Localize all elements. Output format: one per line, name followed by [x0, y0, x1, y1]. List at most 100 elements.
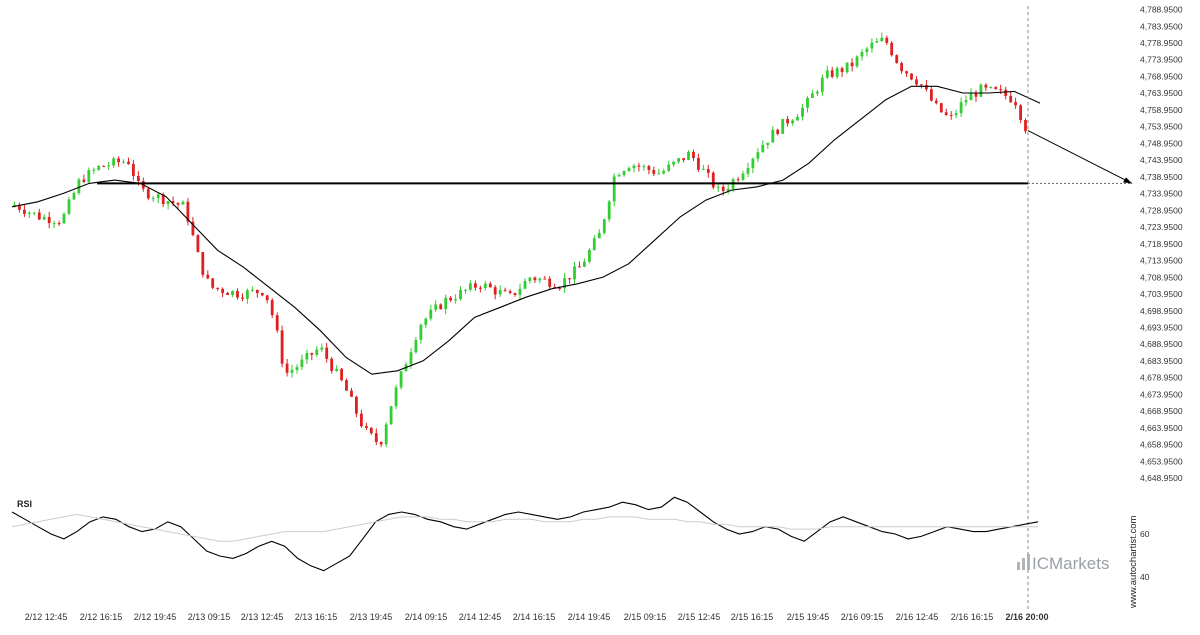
candle-body: [161, 194, 165, 204]
candle-body: [52, 223, 56, 225]
candle-body: [830, 70, 834, 77]
candle-body: [706, 169, 710, 173]
candle-body: [677, 158, 680, 162]
candle-body: [459, 290, 462, 300]
candle-body: [999, 89, 1003, 91]
candle-body: [657, 173, 661, 175]
candle-body: [176, 202, 180, 205]
candle-body: [588, 250, 591, 262]
x-tick-label: 2/15 19:45: [787, 612, 830, 622]
candle-body: [989, 87, 993, 88]
candle-body: [137, 176, 140, 181]
y-tick-label: 4,648.9500: [1140, 473, 1183, 483]
candle-body: [816, 91, 819, 94]
candle-body: [860, 52, 864, 57]
candle-body: [77, 179, 81, 194]
candle-body: [488, 283, 492, 288]
candle-body: [508, 291, 512, 293]
candle-body: [320, 347, 324, 350]
candle-body: [122, 161, 125, 163]
candle-body: [592, 238, 596, 250]
candle-body: [672, 161, 675, 165]
rsi-smooth-line: [11, 513, 1038, 542]
x-tick-label: 2/15 12:45: [678, 612, 721, 622]
autochartist-credit: www.autochartist.com: [1128, 516, 1139, 609]
x-tick-label: 2/13 16:15: [295, 612, 338, 622]
candle-body: [954, 113, 958, 116]
candle-body: [959, 102, 963, 114]
candle-body: [191, 221, 195, 236]
candle-body: [870, 42, 874, 49]
y-tick-label: 4,658.9500: [1140, 440, 1183, 450]
candle-body: [910, 73, 913, 80]
candle-body: [102, 165, 106, 167]
candle-body: [602, 219, 606, 233]
y-tick-label: 4,713.9500: [1140, 256, 1183, 266]
candle-body: [716, 186, 720, 188]
candle-body: [27, 212, 31, 214]
candle-body: [434, 304, 438, 310]
candle-body: [597, 232, 601, 239]
candle-body: [18, 204, 21, 210]
candle-body: [236, 290, 239, 298]
y-tick-label: 4,758.9500: [1140, 105, 1183, 115]
x-tick-label: 2/16 16:15: [951, 612, 994, 622]
candle-body: [330, 358, 334, 371]
candle-body: [226, 292, 229, 295]
candle-body: [221, 289, 224, 293]
candle-body: [87, 170, 91, 182]
candle-body: [1024, 120, 1027, 132]
candle-body: [726, 188, 730, 192]
y-tick-label: 4,783.9500: [1140, 21, 1183, 31]
candle-body: [295, 367, 299, 370]
forecast-arrow: [1027, 130, 1133, 184]
candle-body: [553, 286, 557, 288]
y-tick-label: 4,683.9500: [1140, 356, 1183, 366]
candle-body: [201, 252, 205, 275]
candle-body: [270, 300, 274, 316]
x-tick-label: 2/15 16:15: [731, 612, 774, 622]
candle-body: [394, 387, 398, 407]
y-tick-label: 4,778.9500: [1140, 38, 1183, 48]
x-axis-ticks: 2/12 12:45 2/12 16:15 2/12 19:45 2/13 09:15…: [25, 612, 1049, 622]
candle-body: [558, 288, 561, 289]
candle-body: [444, 297, 448, 309]
candle-body: [464, 289, 467, 291]
y-tick-label: 4,753.9500: [1140, 122, 1183, 132]
candle-body: [617, 175, 621, 177]
candlesticks: [13, 32, 1027, 448]
candle-body: [246, 290, 249, 299]
rsi-tick-60: 60: [1140, 529, 1150, 539]
candle-body: [905, 71, 908, 74]
candle-body: [241, 297, 244, 299]
rsi-line: [11, 496, 1039, 572]
candle-body: [498, 290, 502, 295]
y-tick-label: 4,723.9500: [1140, 222, 1183, 232]
candle-body: [994, 87, 998, 90]
y-tick-label: 4,663.9500: [1140, 423, 1183, 433]
candle-body: [483, 283, 487, 288]
candle-body: [647, 166, 651, 170]
candle-body: [771, 129, 775, 143]
candle-body: [275, 315, 279, 331]
candle-body: [251, 289, 254, 291]
candle-body: [196, 235, 200, 253]
candle-body: [711, 172, 715, 188]
y-tick-label: 4,708.9500: [1140, 272, 1183, 282]
x-tick-label: 2/15 09:15: [624, 612, 667, 622]
candle-body: [885, 37, 889, 43]
candle-body: [82, 179, 86, 182]
candle-body: [57, 223, 61, 225]
candle-body: [627, 168, 631, 172]
candle-body: [801, 107, 804, 117]
candle-body: [692, 151, 695, 158]
candle-body: [528, 277, 532, 281]
candle-body: [1014, 102, 1017, 106]
candle-body: [414, 340, 418, 353]
candle-body: [1009, 95, 1013, 103]
candle-body: [930, 89, 933, 101]
candle-body: [915, 79, 918, 85]
candle-body: [107, 165, 110, 167]
candle-body: [984, 84, 988, 88]
candle-body: [285, 363, 289, 373]
